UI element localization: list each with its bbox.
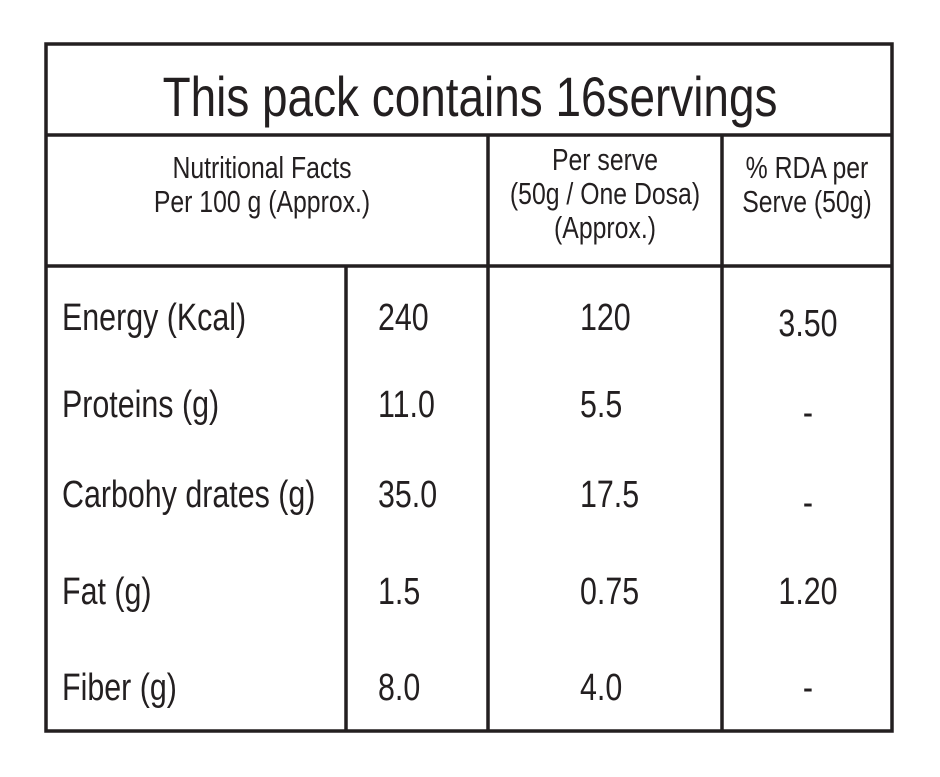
cell-value: 5.5: [580, 384, 622, 426]
nutrient-name: Fiber (g): [62, 667, 177, 709]
cell-value: 3.50: [778, 303, 837, 345]
header-cell: Per serve: [552, 142, 658, 176]
cell-value: 1.20: [778, 571, 837, 613]
nutrient-name: Carbohy drates (g): [62, 474, 315, 516]
header-cell: % RDA per: [746, 150, 869, 184]
cell-value: 1.5: [378, 571, 420, 613]
header-cell: Per 100 g (Approx.): [154, 184, 370, 218]
title: This pack contains 16servings: [163, 66, 778, 128]
header-cell: (50g / One Dosa): [510, 176, 700, 210]
nutrient-name: Fat (g): [62, 571, 152, 613]
cell-value: 240: [378, 297, 429, 339]
nutrient-name: Proteins (g): [62, 384, 219, 426]
cell-value: 8.0: [378, 667, 420, 709]
header-cell: Serve (50g): [742, 184, 872, 218]
cell-value: 120: [580, 297, 631, 339]
outer-border: [44, 42, 894, 733]
cell-value: 17.5: [580, 474, 639, 516]
cell-value: 11.0: [378, 384, 435, 426]
nutrient-name: Energy (Kcal): [62, 297, 246, 339]
cell-value: -: [803, 667, 813, 709]
cell-value: 0.75: [580, 571, 639, 613]
cell-value: 35.0: [378, 474, 437, 516]
header-cell: Nutritional Facts: [172, 150, 351, 184]
cell-value: -: [803, 392, 813, 434]
table-frame: [44, 42, 894, 733]
cell-value: -: [803, 482, 813, 524]
header-cell: (Approx.): [554, 210, 656, 244]
cell-value: 4.0: [580, 667, 622, 709]
